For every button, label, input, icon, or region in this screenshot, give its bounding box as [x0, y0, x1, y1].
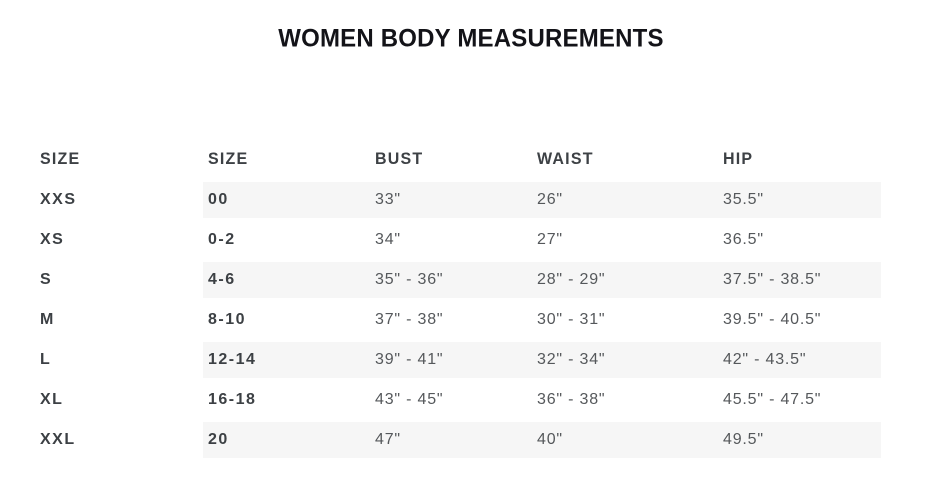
size-number-cell: 00	[203, 180, 370, 220]
bust-cell: 37" - 38"	[375, 311, 444, 328]
size-number-cell: 4-6	[203, 260, 370, 300]
size-letter-cell: M	[40, 311, 55, 328]
table-row: S 4-6 35" - 36" 28" - 29" 37.5" - 38.5"	[40, 260, 881, 300]
page-title: WOMEN BODY MEASUREMENTS	[278, 24, 664, 53]
waist-cell: 40"	[532, 420, 718, 460]
size-number-cell: 20	[203, 420, 370, 460]
table-row: M 8-10 37" - 38" 30" - 31" 39.5" - 40.5"	[40, 300, 881, 340]
waist-cell: 28" - 29"	[532, 260, 718, 300]
size-number-cell: 8-10	[208, 311, 247, 328]
waist-cell: 30" - 31"	[537, 311, 606, 328]
hip-cell: 42" - 43.5"	[718, 340, 881, 380]
column-header-size-letter: SIZE	[40, 150, 81, 168]
size-letter-cell: XS	[40, 231, 65, 248]
hip-cell: 49.5"	[718, 420, 881, 460]
size-letter-cell: XXS	[40, 191, 77, 208]
table-header-row: SIZE SIZE BUST WAIST HIP	[40, 139, 881, 180]
waist-cell: 26"	[532, 180, 718, 220]
waist-cell: 36" - 38"	[537, 391, 606, 408]
size-number-cell: 0-2	[208, 231, 236, 248]
column-header-size-number: SIZE	[208, 150, 249, 168]
column-header-waist: WAIST	[537, 150, 594, 168]
table-row: XXL 20 47" 40" 49.5"	[40, 420, 881, 460]
bust-cell: 47"	[370, 420, 532, 460]
hip-cell: 35.5"	[718, 180, 881, 220]
waist-cell: 27"	[537, 231, 563, 248]
hip-cell: 45.5" - 47.5"	[723, 391, 822, 408]
column-header-bust: BUST	[375, 150, 424, 168]
bust-cell: 33"	[370, 180, 532, 220]
hip-cell: 37.5" - 38.5"	[718, 260, 881, 300]
table-row: XS 0-2 34" 27" 36.5"	[40, 220, 881, 260]
table-row: XL 16-18 43" - 45" 36" - 38" 45.5" - 47.…	[40, 380, 881, 420]
size-letter-cell: S	[40, 271, 53, 288]
size-number-cell: 16-18	[208, 391, 257, 408]
hip-cell: 36.5"	[723, 231, 764, 248]
table-row: L 12-14 39" - 41" 32" - 34" 42" - 43.5"	[40, 340, 881, 380]
bust-cell: 43" - 45"	[375, 391, 444, 408]
size-number-cell: 12-14	[203, 340, 370, 380]
size-letter-cell: XL	[40, 391, 64, 408]
size-letter-cell: XXL	[40, 431, 76, 448]
hip-cell: 39.5" - 40.5"	[723, 311, 822, 328]
table-row: XXS 00 33" 26" 35.5"	[40, 180, 881, 220]
waist-cell: 32" - 34"	[532, 340, 718, 380]
column-header-hip: HIP	[723, 150, 754, 168]
bust-cell: 34"	[375, 231, 401, 248]
bust-cell: 39" - 41"	[370, 340, 532, 380]
bust-cell: 35" - 36"	[370, 260, 532, 300]
measurements-table: SIZE SIZE BUST WAIST HIP XXS 00 33" 26" …	[40, 139, 881, 460]
size-letter-cell: L	[40, 351, 52, 368]
